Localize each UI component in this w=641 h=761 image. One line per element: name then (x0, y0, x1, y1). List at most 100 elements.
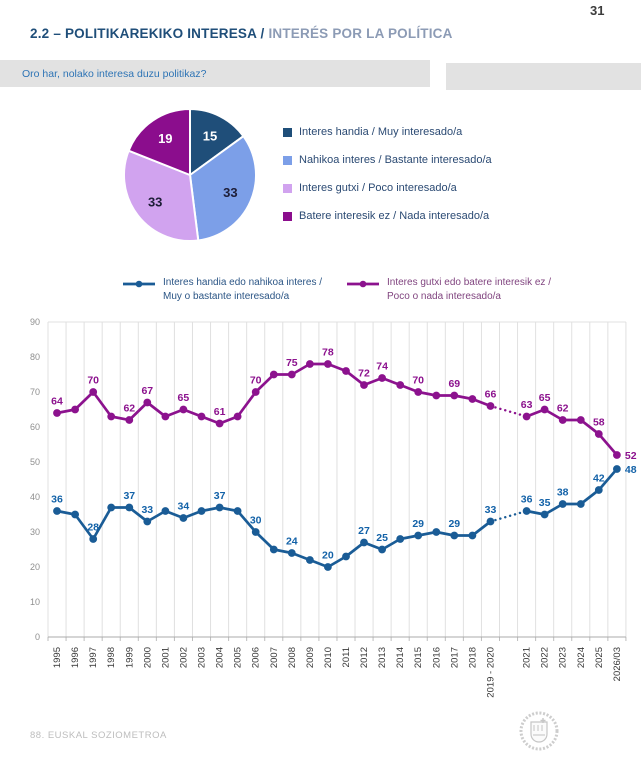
series-segment (417, 390, 437, 397)
data-point (486, 402, 495, 410)
x-axis-label: 2007 (269, 647, 280, 668)
data-label: 24 (286, 536, 298, 548)
x-axis-label: 2011 (341, 647, 352, 667)
data-point (378, 374, 386, 382)
legend-line1: Interes handia edo nahikoa interes / (163, 277, 322, 288)
series-segment (436, 530, 455, 537)
x-axis-label: 2019 - 2020 (486, 647, 497, 698)
data-point (522, 507, 531, 515)
data-label: 37 (214, 490, 226, 502)
y-axis-label: 90 (30, 317, 40, 327)
title-spanish: INTERÉS POR LA POLÍTICA (268, 26, 453, 41)
pie-legend: Interes handia / Muy interesado/a Nahiko… (283, 118, 492, 230)
series-segment (597, 433, 618, 456)
data-point (540, 510, 549, 519)
data-point (450, 391, 459, 400)
series-segment (579, 418, 600, 436)
data-point (306, 360, 314, 368)
data-label: 70 (250, 375, 262, 387)
data-point (107, 412, 116, 421)
data-point (251, 388, 260, 396)
data-label: 75 (286, 357, 298, 369)
data-label: 36 (521, 494, 533, 506)
data-label: 70 (412, 375, 424, 387)
pie-value-label: 33 (148, 195, 162, 210)
x-axis-label: 2005 (233, 647, 244, 668)
data-label: 20 (322, 550, 334, 562)
data-label: 62 (557, 403, 569, 415)
data-point (360, 538, 368, 547)
series-segment (363, 376, 383, 387)
series-segment (201, 506, 220, 513)
x-axis-label: 2017 (449, 647, 460, 668)
question-bar-right-segment (446, 63, 641, 90)
data-point (594, 430, 603, 438)
data-point (468, 531, 477, 540)
data-label: 29 (448, 518, 460, 530)
series-segment (182, 509, 202, 520)
x-axis-label: 2006 (251, 647, 262, 668)
series-segment (543, 502, 564, 516)
data-label: 62 (123, 403, 135, 415)
series-segment (164, 509, 184, 520)
data-label: 36 (51, 494, 63, 506)
x-axis-label: 1996 (70, 647, 81, 668)
x-axis-label: 2002 (178, 647, 189, 668)
data-point (143, 398, 152, 407)
series-segment (579, 488, 600, 506)
x-axis-label: 1995 (52, 647, 63, 668)
data-point (414, 388, 423, 396)
x-axis-label: 2008 (287, 647, 298, 668)
series-segment (201, 415, 221, 425)
title-basque: 2.2 – POLITIKAREKIKO INTERESA / (30, 26, 265, 41)
x-axis-label: 2001 (160, 647, 171, 668)
legend-swatch-nada-interesado (283, 211, 292, 221)
x-axis-label: 2023 (558, 647, 569, 668)
x-axis-label: 2012 (359, 647, 370, 668)
data-point (594, 486, 603, 494)
data-point (89, 388, 98, 396)
series-segment (254, 373, 275, 393)
x-axis-label: 2013 (377, 647, 388, 668)
data-point (576, 416, 585, 424)
data-point (143, 517, 152, 526)
series-segment (291, 551, 311, 562)
legend-swatch-poco-interesado (283, 183, 292, 193)
question-bar: Oro har, nolako interesa duzu politikaz? (0, 60, 430, 87)
x-axis-label: 1998 (106, 647, 117, 668)
legend-item: Interes gutxi / Poco interesado/a (283, 174, 492, 202)
data-point (251, 528, 260, 536)
data-label: 38 (557, 487, 569, 499)
data-label: 27 (358, 525, 370, 537)
data-label: 74 (376, 361, 388, 373)
series-segment (526, 509, 545, 516)
data-label: 29 (412, 518, 424, 530)
data-label: 52 (625, 450, 637, 462)
data-point (197, 507, 206, 515)
series-segment (327, 555, 347, 569)
x-axis-label: 2016 (431, 647, 442, 668)
series-segment (219, 506, 238, 513)
series-segment (74, 513, 95, 540)
series-segment (164, 408, 184, 418)
data-point (414, 531, 423, 540)
series-segment (363, 541, 383, 551)
x-axis-label: 2009 (305, 647, 316, 668)
series-segment (146, 509, 167, 523)
series-segment (291, 362, 311, 376)
data-label: 78 (322, 347, 334, 359)
x-axis-label: 2018 (467, 647, 478, 668)
data-label: 67 (141, 385, 153, 397)
series-segment (273, 548, 293, 555)
data-point (233, 507, 242, 515)
data-point (558, 416, 567, 424)
data-label: 65 (539, 392, 551, 404)
data-point (360, 381, 368, 389)
y-axis-label: 70 (30, 387, 40, 397)
series-segment (128, 506, 149, 523)
pie-slice (127, 108, 191, 176)
legend-line1: Interes gutxi edo batere interesik ez / (387, 277, 551, 288)
data-point (287, 370, 296, 379)
data-label: 58 (593, 417, 605, 429)
legend-item: Batere interesik ez / Nada interesado/a (283, 202, 492, 230)
